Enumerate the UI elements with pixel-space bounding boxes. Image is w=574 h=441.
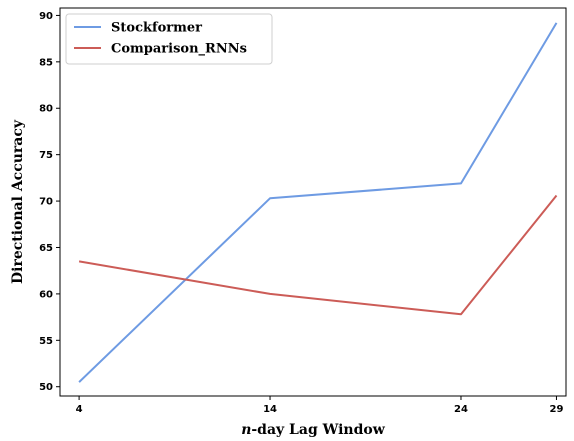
- series-line-1: [78, 194, 558, 316]
- x-tick-label: 4: [76, 404, 83, 415]
- legend-box: [65, 13, 273, 65]
- y-tick-label: 55: [39, 336, 53, 347]
- legend-label-1: Comparison_RNNs: [111, 42, 247, 57]
- x-tick-label: 24: [454, 404, 468, 415]
- y-tick-label: 85: [39, 57, 53, 68]
- x-tick-label: 29: [549, 404, 563, 415]
- y-axis-label: Directional Accuracy: [10, 119, 26, 284]
- legend-label-0: Stockformer: [111, 21, 202, 36]
- y-tick-label: 80: [39, 104, 53, 115]
- legend: Stockformer Comparison_RNNs: [65, 13, 273, 65]
- x-axis-label-variable: n: [241, 422, 251, 438]
- plot-area: 50 55 60 65 70 75 80 85 90 4 14 24 29: [39, 7, 567, 415]
- y-tick-label: 65: [39, 243, 53, 254]
- y-tick-label: 60: [39, 289, 53, 300]
- y-tick-label: 50: [39, 382, 53, 393]
- y-tick-label: 90: [39, 11, 53, 22]
- x-tick-label: 14: [263, 404, 277, 415]
- plot-frame: [59, 7, 567, 397]
- x-axis-label-text: -day Lag Window: [251, 422, 385, 438]
- y-tick-label: 70: [39, 197, 53, 208]
- series-line-0: [78, 22, 558, 383]
- x-axis-label: n-day Lag Window: [241, 422, 386, 438]
- y-tick-label: 75: [39, 150, 53, 161]
